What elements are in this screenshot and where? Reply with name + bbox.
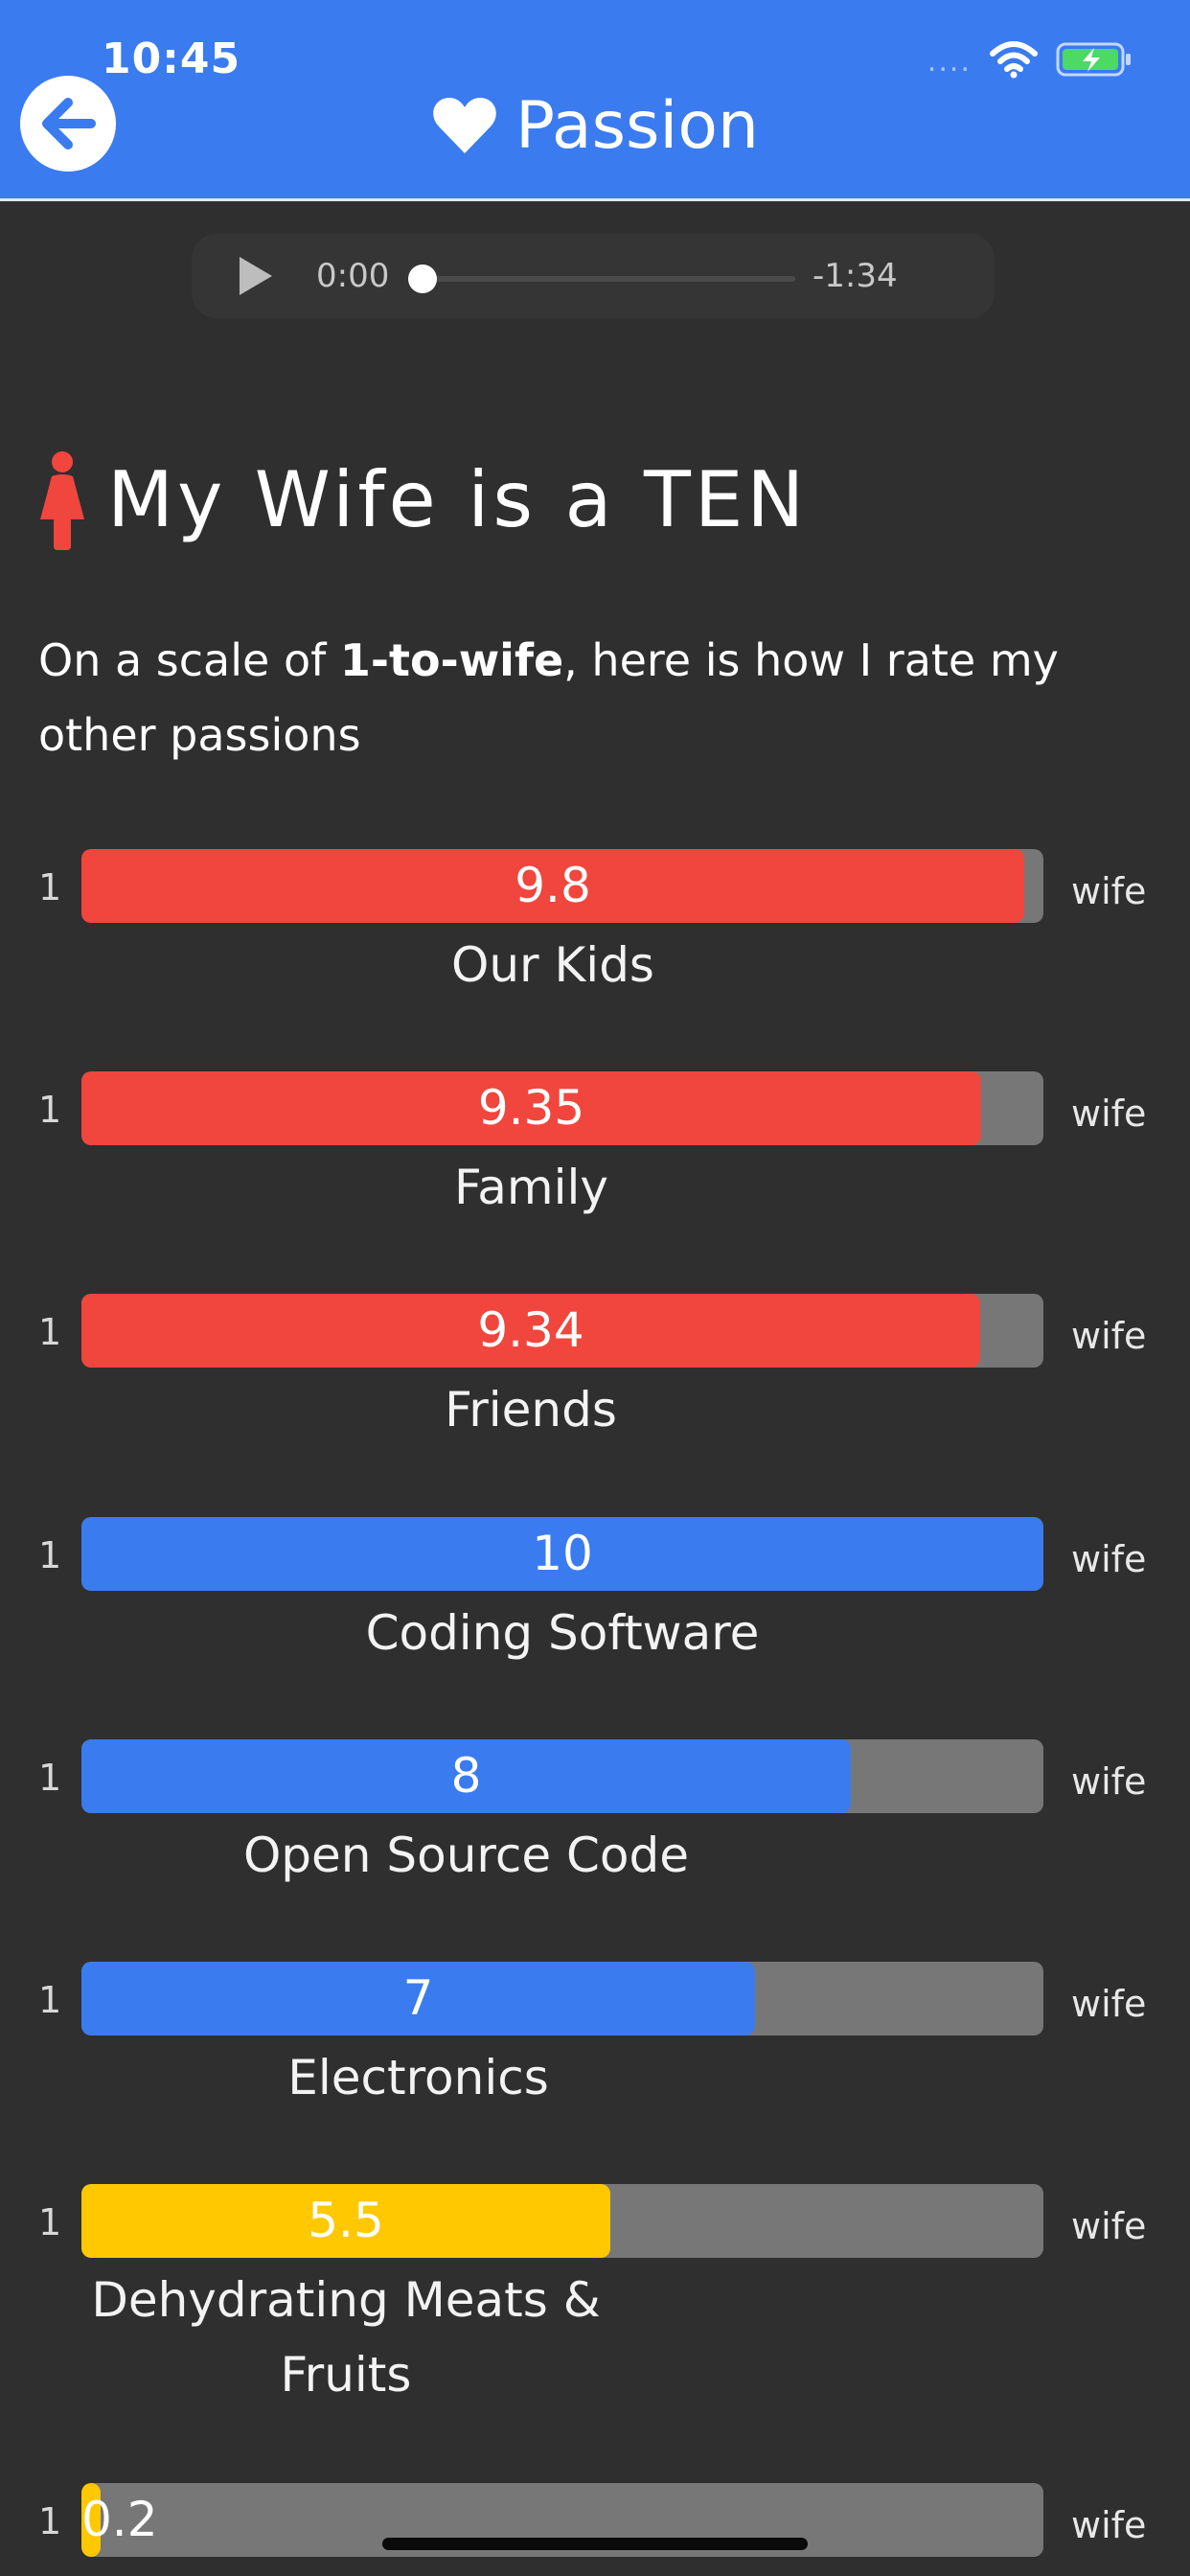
rating-value: 9.34 <box>477 1302 584 1358</box>
rating-value: 9.35 <box>477 1080 585 1136</box>
rating-bar-fill <box>81 849 1024 923</box>
rating-label: Open Source Code <box>242 1828 690 1883</box>
rating-label: Dehydrating Meats & Fruits <box>91 2272 601 2403</box>
remaining-time: -1:34 <box>812 257 898 295</box>
rating-bar-fill <box>81 2483 101 2557</box>
rating-value: 9.8 <box>515 858 591 913</box>
status-icons: .... <box>927 40 1133 82</box>
rating-bar: 7i <box>81 1962 1043 2036</box>
scale-high-label: wife <box>1071 2504 1147 2546</box>
scale-low-label: 1 <box>38 2201 62 2243</box>
woman-icon <box>40 451 84 550</box>
rating-bar: 9.34i <box>81 1294 1043 1368</box>
rating-value: 0.2 <box>81 2492 158 2547</box>
rating-bar-fill <box>81 1517 1043 1591</box>
seek-handle[interactable] <box>408 264 437 293</box>
rating-bar-fill <box>81 1071 981 1145</box>
scale-low-label: 1 <box>38 1979 62 2021</box>
nav-bar: 10:45 .... Passi <box>0 0 1190 201</box>
scale-low-label: 1 <box>38 1089 62 1131</box>
rating-label: Coding Software <box>365 1605 760 1661</box>
scale-high-label: wife <box>1071 1760 1147 1803</box>
play-icon[interactable] <box>236 255 274 297</box>
seek-bar[interactable] <box>420 276 795 282</box>
arrow-left-icon <box>42 98 96 150</box>
rating-label: Family <box>454 1160 608 1215</box>
intro-text-bold: 1-to-wife <box>339 634 564 686</box>
audio-player: 0:00 -1:34 <box>192 234 995 318</box>
scale-high-label: wife <box>1071 1983 1147 2025</box>
rating-bar: 8i <box>81 1739 1043 1813</box>
scale-low-label: 1 <box>38 2500 62 2542</box>
rating-bar: 10i <box>81 1517 1043 1591</box>
intro-text: On a scale of 1-to-wife, here is how I r… <box>38 623 1159 772</box>
rating-bar: 9.35i <box>81 1071 1043 1145</box>
scale-high-label: wife <box>1071 1315 1147 1357</box>
rating-label: Electronics <box>287 2050 549 2105</box>
scale-high-label: wife <box>1071 1538 1147 1580</box>
rating-value: 10 <box>532 1526 593 1581</box>
scale-low-label: 1 <box>38 1311 62 1353</box>
section-title: My Wife is a TEN <box>107 455 809 544</box>
scale-high-label: wife <box>1071 1092 1147 1135</box>
rating-bar: 9.8i <box>81 849 1043 923</box>
rating-label: Friends <box>445 1382 617 1438</box>
rating-bar: 5.5i <box>81 2184 1043 2258</box>
rating-bar-fill <box>81 1739 851 1813</box>
page-title: Passion <box>0 88 1190 165</box>
scale-low-label: 1 <box>38 866 62 908</box>
current-time: 0:00 <box>316 257 390 295</box>
scale-high-label: wife <box>1071 2205 1147 2247</box>
home-indicator[interactable] <box>382 2538 808 2550</box>
rating-bar-fill <box>81 1962 755 2036</box>
scale-low-label: 1 <box>38 1757 62 1799</box>
intro-text-end: , here is how I rate my other passions <box>38 634 1059 761</box>
rating-label: Our Kids <box>451 937 654 993</box>
heart-icon <box>433 98 496 153</box>
page-title-text: Passion <box>515 88 760 164</box>
rating-value: 8 <box>450 1748 482 1804</box>
intro-text-start: On a scale of <box>38 634 340 686</box>
rating-value: 7 <box>402 1970 434 2026</box>
section-heading: My Wife is a TEN <box>38 450 808 550</box>
back-button[interactable] <box>20 76 116 172</box>
scale-high-label: wife <box>1071 870 1147 912</box>
status-time: 10:45 <box>102 34 241 83</box>
rating-bar-fill <box>81 1294 980 1368</box>
rating-value: 5.5 <box>308 2193 384 2248</box>
cellular-signal: .... <box>927 44 972 79</box>
wifi-icon <box>989 40 1039 82</box>
scale-low-label: 1 <box>38 1534 62 1576</box>
rating-bar-fill <box>81 2184 610 2258</box>
battery-charging-icon <box>1056 40 1133 82</box>
